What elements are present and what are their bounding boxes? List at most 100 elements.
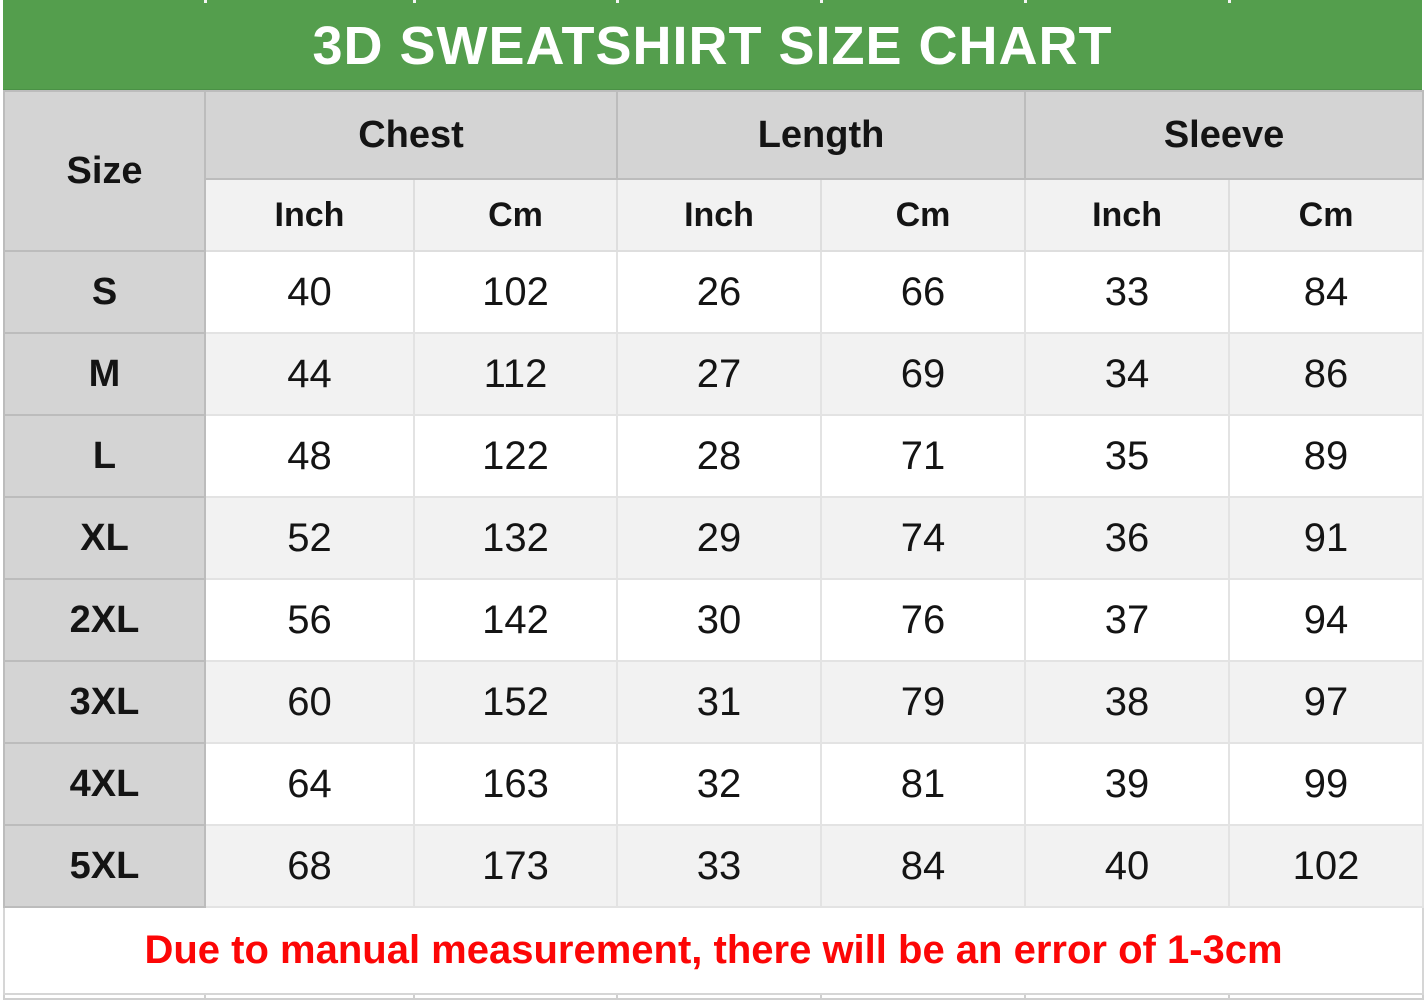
partial-cell — [619, 0, 820, 3]
value-cell: 37 — [1024, 578, 1231, 662]
table-row: 4XL 64 163 32 81 39 99 — [3, 742, 1425, 826]
value-cell: 79 — [820, 660, 1027, 744]
bottom-edge-partial-row — [3, 993, 1425, 1000]
value-cell: 64 — [204, 742, 415, 826]
value-cell: 33 — [616, 824, 823, 908]
value-cell: 84 — [820, 824, 1027, 908]
value-cell: 99 — [1228, 742, 1425, 826]
size-label-cell: M — [3, 332, 206, 416]
size-label-cell: L — [3, 414, 206, 498]
value-cell: 132 — [412, 496, 619, 580]
size-label-cell: 2XL — [3, 578, 206, 662]
value-cell: 102 — [412, 250, 619, 334]
value-cell: 76 — [820, 578, 1027, 662]
note-row: Due to manual measurement, there will be… — [2, 906, 1425, 995]
table-row: 5XL 68 173 33 84 40 102 — [3, 824, 1425, 908]
value-cell: 71 — [820, 414, 1027, 498]
title-bar: 3D SWEATSHIRT SIZE CHART — [3, 3, 1422, 90]
partial-cell — [823, 0, 1024, 3]
table-header: Size Chest Length Sleeve Inch Cm Inch Cm Inc… — [3, 90, 1425, 252]
value-cell: 52 — [204, 496, 415, 580]
value-cell: 28 — [616, 414, 823, 498]
table-row: XL 52 132 29 74 36 91 — [3, 496, 1425, 580]
size-chart-body: S 40 102 26 66 33 84 M 44 112 27 69 34 86 L 48 122 28 71 35… — [3, 250, 1425, 908]
value-cell: 40 — [1024, 824, 1231, 908]
value-cell: 34 — [1024, 332, 1231, 416]
length-group-header: Length — [616, 90, 1027, 180]
value-cell: 26 — [616, 250, 823, 334]
group-header-row: Size Chest Length Sleeve — [3, 90, 1425, 252]
value-cell: 30 — [616, 578, 823, 662]
chest-group-header: Chest — [203, 90, 619, 180]
page-title: 3D SWEATSHIRT SIZE CHART — [312, 16, 1113, 76]
unit-header-cell: Inch — [204, 178, 415, 252]
value-cell: 48 — [204, 414, 415, 498]
size-label-cell: 3XL — [3, 660, 206, 744]
note-section: Due to manual measurement, there will be… — [2, 906, 1425, 1000]
value-cell: 40 — [204, 250, 415, 334]
value-cell: 60 — [204, 660, 415, 744]
top-edge-partial-row — [3, 0, 1422, 3]
value-cell: 122 — [412, 414, 619, 498]
partial-cell — [416, 0, 616, 3]
value-cell: 36 — [1024, 496, 1231, 580]
value-cell: 74 — [820, 496, 1027, 580]
table-row: 2XL 56 142 30 76 37 94 — [3, 578, 1425, 662]
value-cell: 33 — [1024, 250, 1231, 334]
partial-cell — [3, 0, 204, 3]
gridline — [413, 0, 416, 3]
value-cell: 29 — [616, 496, 823, 580]
value-cell: 32 — [616, 742, 823, 826]
units-header-row: Inch Cm Inch Cm Inch Cm — [4, 178, 1425, 252]
size-chart-table: Size Chest Length Sleeve Inch Cm Inch Cm Inc… — [2, 90, 1425, 1000]
gridline — [1228, 0, 1231, 3]
table-row: L 48 122 28 71 35 89 — [3, 414, 1425, 498]
value-cell: 173 — [412, 824, 619, 908]
sleeve-group-header: Sleeve — [1024, 90, 1425, 180]
gridline — [616, 0, 619, 3]
value-cell: 27 — [616, 332, 823, 416]
unit-header-cell: Inch — [1024, 178, 1231, 252]
value-cell: 89 — [1228, 414, 1425, 498]
size-label-cell: XL — [3, 496, 206, 580]
value-cell: 142 — [412, 578, 619, 662]
partial-cell — [1027, 0, 1228, 3]
unit-header-cell: Cm — [412, 178, 619, 252]
unit-header-cell: Cm — [1228, 178, 1425, 252]
unit-header-cell: Cm — [820, 178, 1027, 252]
value-cell: 163 — [412, 742, 619, 826]
unit-header-cell: Inch — [616, 178, 823, 252]
table-row: M 44 112 27 69 34 86 — [3, 332, 1425, 416]
value-cell: 35 — [1024, 414, 1231, 498]
size-label-cell: 5XL — [3, 824, 206, 908]
value-cell: 97 — [1228, 660, 1425, 744]
value-cell: 102 — [1228, 824, 1425, 908]
gridline — [1024, 0, 1027, 3]
measurement-note: Due to manual measurement, there will be… — [2, 906, 1425, 995]
size-label-cell: S — [3, 250, 206, 334]
value-cell: 68 — [204, 824, 415, 908]
value-cell: 94 — [1228, 578, 1425, 662]
value-cell: 56 — [204, 578, 415, 662]
value-cell: 81 — [820, 742, 1027, 826]
value-cell: 91 — [1228, 496, 1425, 580]
gridline — [820, 0, 823, 3]
value-cell: 44 — [204, 332, 415, 416]
value-cell: 39 — [1024, 742, 1231, 826]
value-cell: 66 — [820, 250, 1027, 334]
table-row: 3XL 60 152 31 79 38 97 — [3, 660, 1425, 744]
value-cell: 69 — [820, 332, 1027, 416]
value-cell: 152 — [412, 660, 619, 744]
partial-cell — [207, 0, 413, 3]
value-cell: 31 — [616, 660, 823, 744]
size-label-cell: 4XL — [3, 742, 206, 826]
value-cell: 38 — [1024, 660, 1231, 744]
value-cell: 112 — [412, 332, 619, 416]
size-column-header: Size — [3, 90, 206, 252]
partial-cell — [1231, 0, 1422, 3]
gridline — [204, 0, 207, 3]
value-cell: 84 — [1228, 250, 1425, 334]
table-row: S 40 102 26 66 33 84 — [3, 250, 1425, 334]
value-cell: 86 — [1228, 332, 1425, 416]
